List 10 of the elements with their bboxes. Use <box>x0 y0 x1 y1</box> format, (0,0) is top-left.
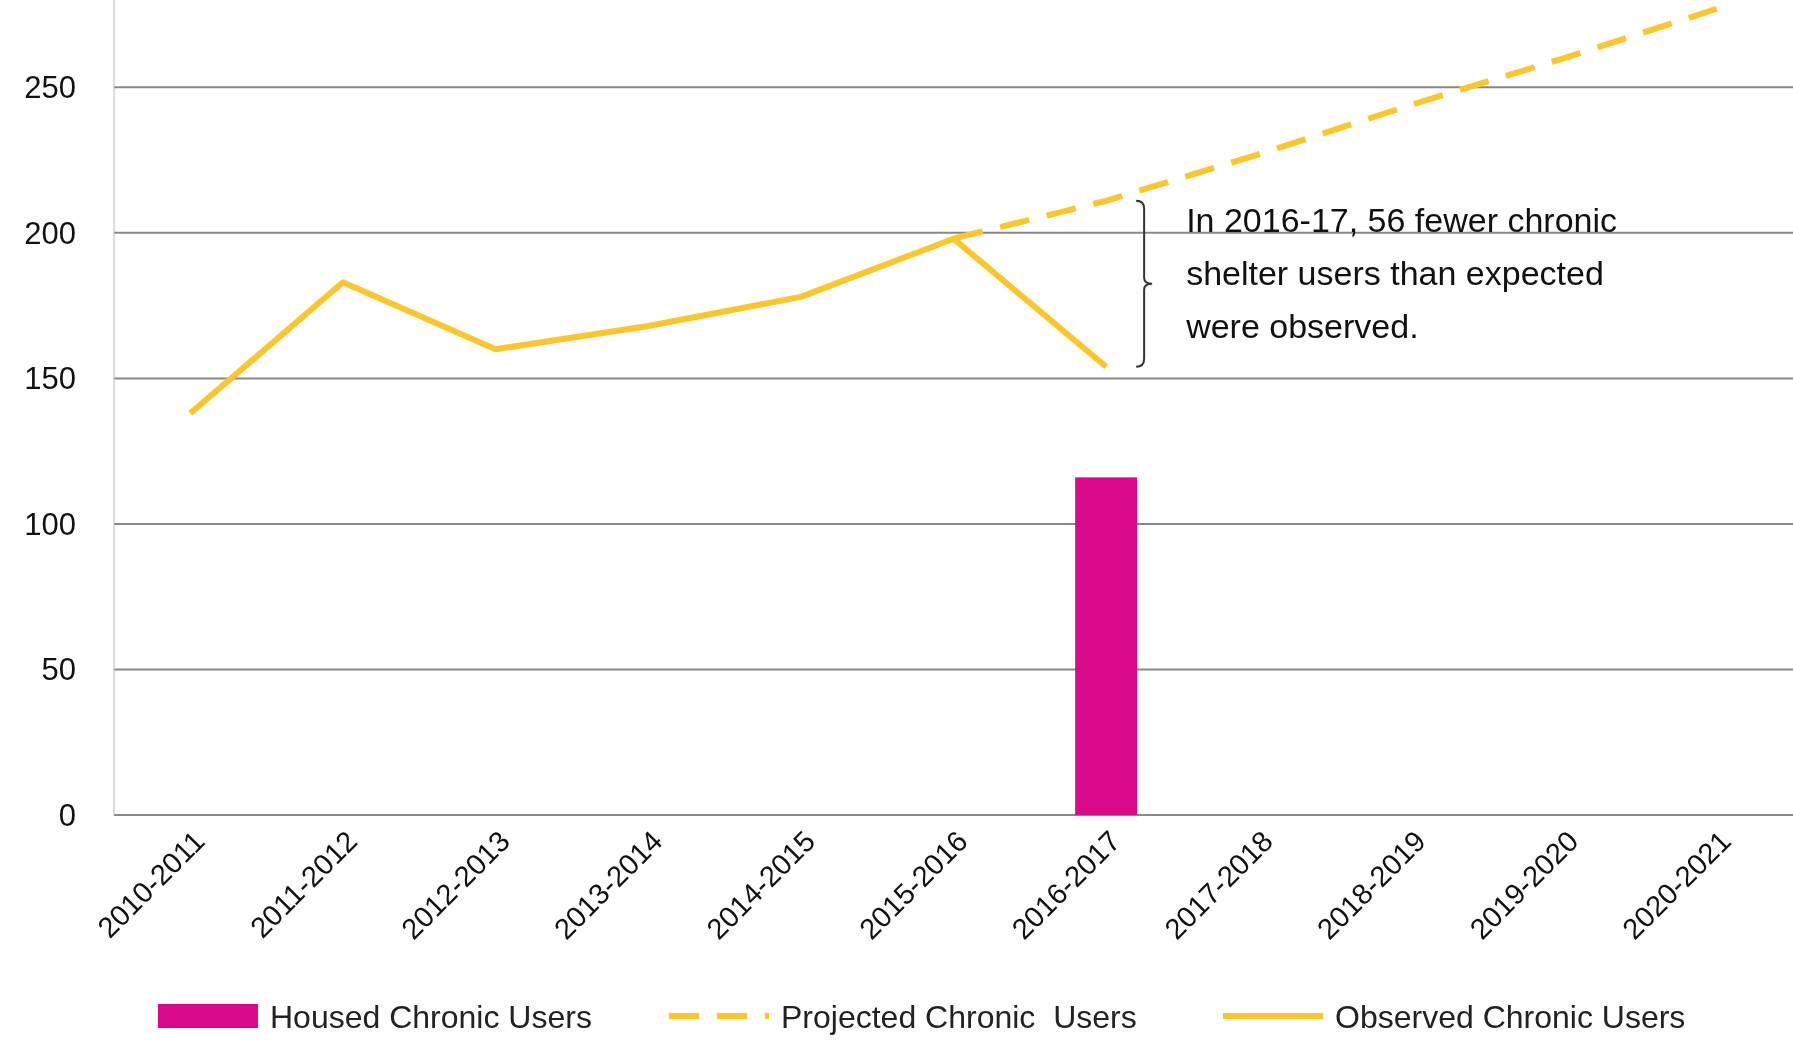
y-tick-label: 200 <box>24 215 76 251</box>
y-tick-label: 0 <box>58 798 76 833</box>
legend-label: Housed Chronic Users <box>270 999 592 1035</box>
y-tick-label: 250 <box>24 70 76 106</box>
legend-label: Observed Chronic Users <box>1335 999 1686 1035</box>
y-tick-label: 50 <box>41 652 76 688</box>
y-tick-label: 100 <box>24 506 76 542</box>
annotation: In 2016-17, 56 fewer chronic shelter users than expected were observed. <box>1185 200 1618 345</box>
legend-label: Projected Chronic Users <box>781 999 1137 1035</box>
y-tick-label: 150 <box>24 361 76 397</box>
